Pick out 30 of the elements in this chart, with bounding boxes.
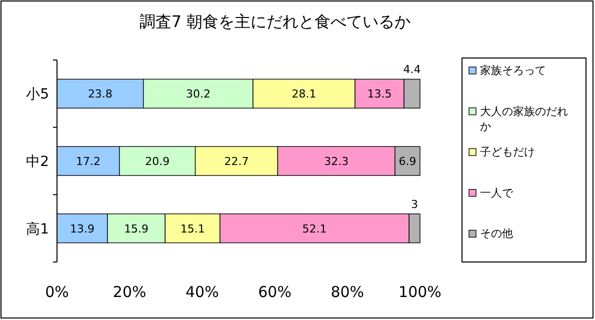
data-label: 17.2 [76, 155, 100, 168]
x-tick-label: 100% [398, 283, 442, 301]
legend-label: その他 [480, 227, 513, 240]
y-tick-label: 小5 [26, 86, 49, 103]
data-label: 4.4 [403, 63, 421, 76]
data-label: 15.9 [124, 222, 149, 236]
data-label: 28.1 [292, 88, 316, 101]
data-label: 23.8 [88, 88, 112, 101]
x-tick-label: 60% [258, 283, 292, 301]
title: 調査7 朝食を主にだれと食べているか [139, 12, 411, 31]
data-label: 20.9 [145, 155, 170, 168]
data-label: 6.9 [398, 155, 416, 168]
x-tick-label: 80% [330, 283, 364, 301]
data-label: 52.1 [302, 222, 327, 236]
data-label: 13.9 [70, 222, 94, 236]
legend-label: 子どもだけ [480, 146, 535, 159]
data-label: 3 [411, 198, 418, 211]
legend-label: 大人の家族のだれか [480, 104, 568, 133]
data-label: 15.1 [180, 222, 205, 236]
data-label: 22.7 [224, 155, 249, 168]
data-label: 30.2 [186, 88, 210, 101]
data-label: 13.5 [367, 88, 392, 101]
x-tick-label: 20% [112, 283, 146, 301]
y-tick-label: 中2 [26, 154, 49, 170]
legend-label: 一人で [480, 186, 514, 200]
data-label: 32.3 [324, 155, 349, 168]
x-tick-label: 0% [45, 283, 69, 301]
y-tick-label: 高1 [26, 221, 49, 238]
x-tick-label: 40% [186, 283, 219, 301]
legend-label: 家族そろって [480, 64, 546, 77]
